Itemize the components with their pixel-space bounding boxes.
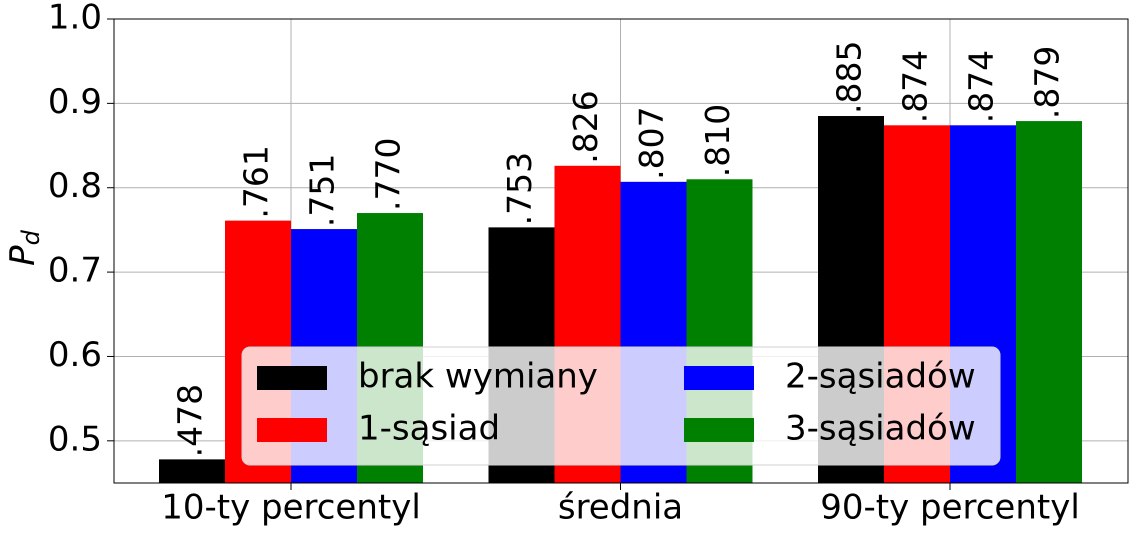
value-label: .807 bbox=[632, 106, 671, 179]
value-label: .761 bbox=[237, 145, 276, 218]
y-tick-label: 0.8 bbox=[48, 166, 102, 206]
y-tick-label: 0.7 bbox=[48, 251, 102, 291]
y-axis-label: Pd bbox=[3, 229, 46, 266]
legend-label: 1-sąsiad bbox=[358, 409, 500, 449]
value-label: .874 bbox=[896, 50, 935, 123]
legend-swatch bbox=[257, 418, 327, 442]
y-tick-label: 0.5 bbox=[48, 419, 102, 459]
legend-label: 2-sąsiadów bbox=[785, 357, 976, 397]
value-label: .885 bbox=[830, 41, 869, 114]
y-tick-label: 1.0 bbox=[48, 0, 102, 38]
value-label: .874 bbox=[962, 50, 1001, 123]
value-label: .826 bbox=[566, 90, 605, 163]
y-tick-label: 0.6 bbox=[48, 335, 102, 375]
bar bbox=[159, 459, 225, 483]
value-label: .879 bbox=[1028, 46, 1067, 119]
value-label: .770 bbox=[369, 138, 408, 211]
legend-swatch bbox=[257, 366, 327, 390]
y-tick-label: 0.9 bbox=[48, 82, 102, 122]
x-tick-label: średnia bbox=[558, 488, 683, 528]
value-label: .751 bbox=[303, 154, 342, 227]
legend-label: 3-sąsiadów bbox=[785, 409, 976, 449]
bar bbox=[1016, 121, 1082, 483]
plot-frame bbox=[113, 18, 1129, 484]
legend-swatch bbox=[684, 366, 754, 390]
value-label: .753 bbox=[500, 152, 539, 225]
legend-box bbox=[241, 346, 1001, 466]
legend-swatch bbox=[684, 418, 754, 442]
legend-label: brak wymiany bbox=[358, 357, 598, 397]
value-label: .478 bbox=[171, 384, 210, 457]
value-label: .810 bbox=[698, 104, 737, 177]
x-tick-label: 90-ty percentyl bbox=[820, 488, 1080, 528]
legend: brak wymiany 1-sąsiad 2-sąsiadów 3-sąsiadów bbox=[241, 346, 1001, 466]
x-tick-label: 10-ty percentyl bbox=[161, 488, 421, 528]
